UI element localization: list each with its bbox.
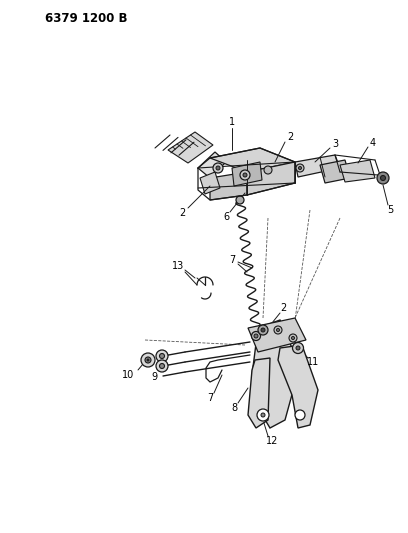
- Polygon shape: [210, 148, 295, 172]
- Text: 6379 1200 B: 6379 1200 B: [45, 12, 127, 25]
- Circle shape: [274, 326, 282, 334]
- Polygon shape: [198, 152, 226, 178]
- Text: 6: 6: [223, 212, 229, 222]
- Text: 8: 8: [231, 403, 237, 413]
- Circle shape: [299, 166, 302, 169]
- Circle shape: [261, 328, 265, 332]
- Polygon shape: [252, 320, 296, 428]
- Text: 10: 10: [122, 370, 134, 380]
- Circle shape: [254, 334, 258, 338]
- Circle shape: [257, 409, 269, 421]
- Text: 12: 12: [266, 436, 278, 446]
- Polygon shape: [210, 172, 247, 200]
- Circle shape: [240, 170, 250, 180]
- Text: 7: 7: [207, 393, 213, 403]
- Circle shape: [213, 163, 223, 173]
- Text: 1: 1: [229, 117, 235, 127]
- Circle shape: [291, 336, 295, 340]
- Polygon shape: [168, 132, 213, 163]
- Circle shape: [289, 334, 297, 342]
- Circle shape: [243, 173, 247, 177]
- Text: 13: 13: [172, 261, 184, 271]
- Circle shape: [251, 332, 260, 341]
- Text: 7: 7: [229, 255, 235, 265]
- Circle shape: [160, 364, 164, 368]
- Circle shape: [216, 166, 220, 170]
- Circle shape: [156, 350, 168, 362]
- Circle shape: [293, 343, 304, 353]
- Text: 3: 3: [332, 139, 338, 149]
- Polygon shape: [232, 162, 262, 186]
- Circle shape: [296, 164, 304, 172]
- Circle shape: [160, 353, 164, 359]
- Circle shape: [261, 413, 265, 417]
- Polygon shape: [340, 160, 375, 182]
- Text: 2: 2: [287, 132, 293, 142]
- Circle shape: [156, 360, 168, 372]
- Circle shape: [145, 357, 151, 363]
- Text: 11: 11: [307, 357, 319, 367]
- Circle shape: [296, 346, 300, 350]
- Text: 4: 4: [370, 138, 376, 148]
- Circle shape: [258, 325, 268, 335]
- Circle shape: [264, 166, 272, 174]
- Circle shape: [141, 353, 155, 367]
- Polygon shape: [200, 172, 220, 194]
- Circle shape: [277, 328, 279, 332]
- Text: 2: 2: [179, 208, 185, 218]
- Polygon shape: [248, 358, 270, 428]
- Circle shape: [295, 410, 305, 420]
- Circle shape: [381, 175, 386, 181]
- Circle shape: [377, 172, 389, 184]
- Polygon shape: [320, 160, 350, 183]
- Text: 9: 9: [151, 372, 157, 382]
- Circle shape: [236, 196, 244, 204]
- Polygon shape: [295, 155, 340, 177]
- Circle shape: [147, 359, 149, 361]
- Text: 2: 2: [280, 303, 286, 313]
- Polygon shape: [247, 162, 295, 195]
- Text: 5: 5: [387, 205, 393, 215]
- Polygon shape: [278, 345, 318, 428]
- Polygon shape: [248, 318, 306, 352]
